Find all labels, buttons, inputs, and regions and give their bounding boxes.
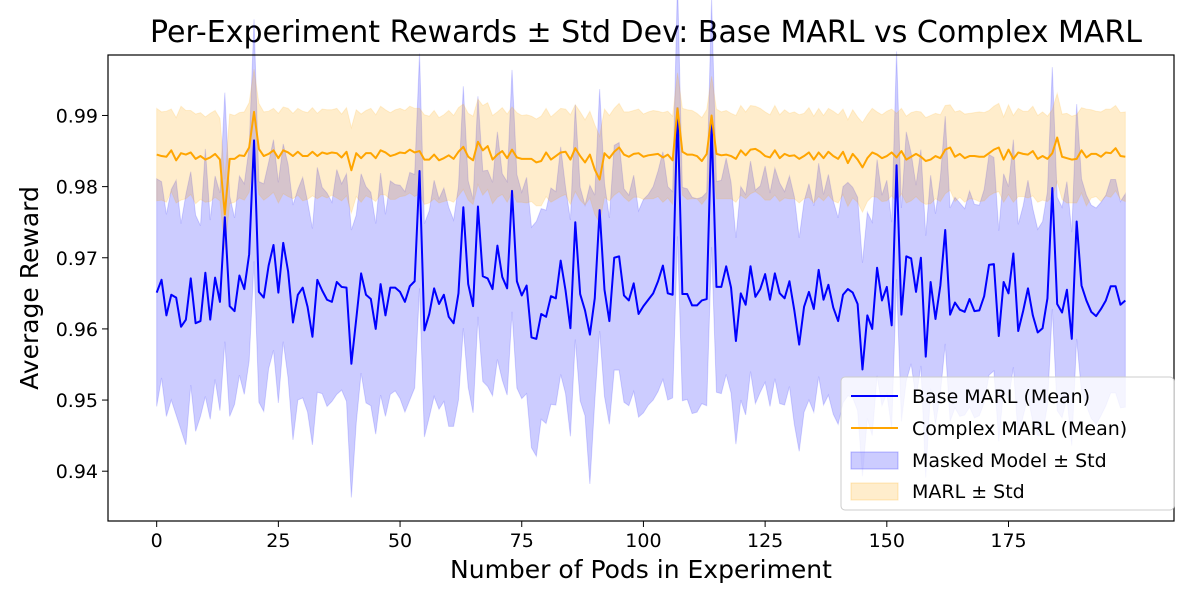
chart-title: Per-Experiment Rewards ± Std Dev: Base M… bbox=[150, 15, 1142, 50]
y-tick-label: 0.95 bbox=[56, 390, 98, 412]
plot-area bbox=[107, 0, 1175, 522]
x-axis-ticks: 0 25 50 75 100 125 150 175 bbox=[151, 521, 1027, 552]
axes-frame bbox=[107, 54, 1175, 522]
x-axis-label: Number of Pods in Experiment bbox=[450, 555, 832, 584]
line-complex-marl-mean bbox=[156, 107, 1126, 216]
x-tick-label: 0 bbox=[151, 530, 163, 552]
legend-box bbox=[840, 376, 1175, 511]
x-tick-label: 50 bbox=[388, 530, 412, 552]
legend-swatch-marl-std bbox=[850, 482, 899, 501]
y-axis-label: Average Reward bbox=[15, 186, 44, 390]
x-tick-label: 75 bbox=[510, 530, 534, 552]
y-tick-label: 0.94 bbox=[56, 461, 98, 483]
y-tick-label: 0.99 bbox=[56, 105, 98, 127]
x-tick-label: 25 bbox=[266, 530, 290, 552]
legend-label-marl-std: MARL ± Std bbox=[912, 481, 1025, 503]
legend-swatch-masked-model-std bbox=[850, 451, 899, 470]
mean-lines bbox=[155, 107, 1126, 371]
y-axis-ticks: 0.94 0.95 0.96 0.97 0.98 0.99 bbox=[56, 105, 108, 483]
x-tick-label: 100 bbox=[625, 530, 661, 552]
legend-label-complex-marl: Complex MARL (Mean) bbox=[912, 418, 1127, 440]
x-tick-label: 175 bbox=[990, 530, 1026, 552]
legend: Base MARL (Mean) Complex MARL (Mean) Mas… bbox=[840, 376, 1175, 511]
band-marl-std bbox=[156, 69, 1126, 250]
legend-label-base-marl: Base MARL (Mean) bbox=[912, 386, 1090, 408]
y-tick-label: 0.98 bbox=[56, 177, 98, 199]
y-tick-label: 0.96 bbox=[56, 319, 98, 341]
legend-label-masked-model-std: Masked Model ± Std bbox=[912, 450, 1107, 472]
y-tick-label: 0.97 bbox=[56, 248, 98, 270]
x-tick-label: 125 bbox=[747, 530, 783, 552]
line-base-marl-mean bbox=[155, 107, 1126, 371]
x-tick-label: 150 bbox=[869, 530, 905, 552]
